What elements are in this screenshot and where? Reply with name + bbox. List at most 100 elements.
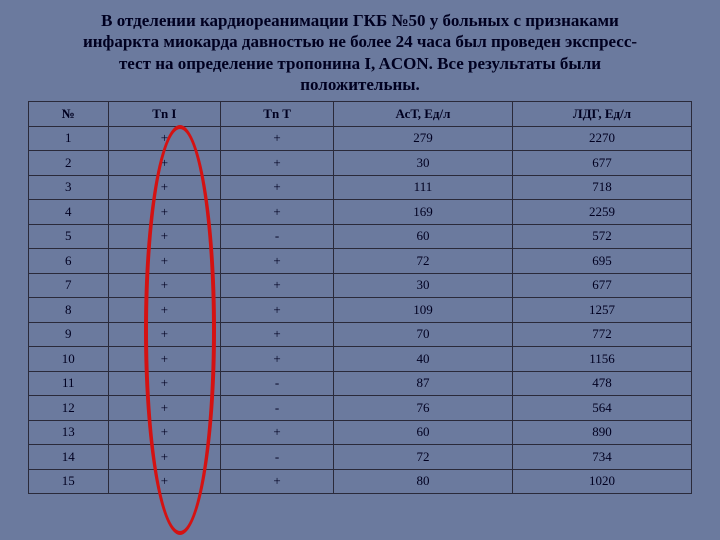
- table-cell: 15: [29, 469, 109, 494]
- table-cell: 60: [333, 224, 512, 249]
- table-cell: 60: [333, 420, 512, 445]
- title-line-2: инфаркта миокарда давностью не более 24 …: [83, 32, 637, 51]
- table-cell: 890: [512, 420, 691, 445]
- table-row: 4++1692259: [29, 200, 692, 225]
- table-cell: +: [221, 175, 334, 200]
- col-header-number: №: [29, 102, 109, 127]
- table-row: 14+-72734: [29, 445, 692, 470]
- table-cell: +: [108, 347, 221, 372]
- table-cell: 6: [29, 249, 109, 274]
- table-row: 1++2792270: [29, 126, 692, 151]
- table-row: 8++1091257: [29, 298, 692, 323]
- table-row: 10++401156: [29, 347, 692, 372]
- table-cell: 169: [333, 200, 512, 225]
- table-cell: 30: [333, 151, 512, 176]
- table-cell: +: [221, 200, 334, 225]
- table-cell: 695: [512, 249, 691, 274]
- table-container: № Tn I Tn T АсТ, Ед/л ЛДГ, Ед/л 1++27922…: [0, 101, 720, 504]
- table-cell: +: [108, 322, 221, 347]
- table-cell: 564: [512, 396, 691, 421]
- title-line-4: положительны.: [300, 75, 420, 94]
- table-row: 13++60890: [29, 420, 692, 445]
- table-cell: 72: [333, 249, 512, 274]
- table-cell: +: [108, 249, 221, 274]
- table-cell: -: [221, 445, 334, 470]
- table-cell: 2: [29, 151, 109, 176]
- table-cell: 80: [333, 469, 512, 494]
- table-body: 1++27922702++306773++1117184++16922595+-…: [29, 126, 692, 494]
- table-cell: 11: [29, 371, 109, 396]
- table-cell: 12: [29, 396, 109, 421]
- table-cell: +: [221, 322, 334, 347]
- col-header-ldg: ЛДГ, Ед/л: [512, 102, 691, 127]
- table-cell: 30: [333, 273, 512, 298]
- table-cell: 3: [29, 175, 109, 200]
- table-cell: +: [221, 347, 334, 372]
- table-cell: +: [221, 249, 334, 274]
- table-cell: 72: [333, 445, 512, 470]
- table-cell: 1156: [512, 347, 691, 372]
- table-cell: 677: [512, 151, 691, 176]
- table-row: 12+-76564: [29, 396, 692, 421]
- table-cell: 2259: [512, 200, 691, 225]
- col-header-ast: АсТ, Ед/л: [333, 102, 512, 127]
- table-cell: 76: [333, 396, 512, 421]
- table-cell: +: [108, 175, 221, 200]
- table-cell: +: [108, 298, 221, 323]
- table-cell: 2270: [512, 126, 691, 151]
- table-cell: 87: [333, 371, 512, 396]
- table-cell: 40: [333, 347, 512, 372]
- title-line-3: тест на определение тропонина I, ACON. В…: [119, 54, 601, 73]
- table-cell: -: [221, 371, 334, 396]
- table-cell: +: [108, 469, 221, 494]
- table-cell: 1257: [512, 298, 691, 323]
- table-cell: +: [108, 371, 221, 396]
- table-cell: 109: [333, 298, 512, 323]
- col-header-tnt: Tn T: [221, 102, 334, 127]
- table-cell: 4: [29, 200, 109, 225]
- table-cell: 772: [512, 322, 691, 347]
- table-row: 7++30677: [29, 273, 692, 298]
- table-cell: 572: [512, 224, 691, 249]
- table-row: 5+-60572: [29, 224, 692, 249]
- table-cell: +: [108, 445, 221, 470]
- table-cell: +: [108, 126, 221, 151]
- table-cell: 1020: [512, 469, 691, 494]
- table-cell: 9: [29, 322, 109, 347]
- table-cell: +: [221, 298, 334, 323]
- table-cell: +: [108, 151, 221, 176]
- slide-title: В отделении кардиореанимации ГКБ №50 у б…: [0, 0, 720, 101]
- table-cell: +: [108, 224, 221, 249]
- table-cell: +: [108, 396, 221, 421]
- table-cell: 279: [333, 126, 512, 151]
- table-row: 15++801020: [29, 469, 692, 494]
- table-cell: +: [108, 273, 221, 298]
- table-cell: 14: [29, 445, 109, 470]
- table-cell: -: [221, 396, 334, 421]
- table-row: 6++72695: [29, 249, 692, 274]
- table-cell: +: [221, 469, 334, 494]
- table-cell: 70: [333, 322, 512, 347]
- table-cell: 111: [333, 175, 512, 200]
- table-cell: +: [221, 420, 334, 445]
- table-cell: 734: [512, 445, 691, 470]
- table-cell: +: [108, 420, 221, 445]
- table-row: 11+-87478: [29, 371, 692, 396]
- table-row: 2++30677: [29, 151, 692, 176]
- title-line-1: В отделении кардиореанимации ГКБ №50 у б…: [101, 11, 619, 30]
- table-cell: 8: [29, 298, 109, 323]
- table-cell: +: [221, 273, 334, 298]
- table-cell: 13: [29, 420, 109, 445]
- troponin-results-table: № Tn I Tn T АсТ, Ед/л ЛДГ, Ед/л 1++27922…: [28, 101, 692, 494]
- table-row: 3++111718: [29, 175, 692, 200]
- table-cell: 5: [29, 224, 109, 249]
- table-cell: -: [221, 224, 334, 249]
- table-cell: 677: [512, 273, 691, 298]
- table-cell: 10: [29, 347, 109, 372]
- table-cell: +: [108, 200, 221, 225]
- table-cell: +: [221, 126, 334, 151]
- table-cell: 7: [29, 273, 109, 298]
- table-header-row: № Tn I Tn T АсТ, Ед/л ЛДГ, Ед/л: [29, 102, 692, 127]
- table-cell: +: [221, 151, 334, 176]
- table-cell: 1: [29, 126, 109, 151]
